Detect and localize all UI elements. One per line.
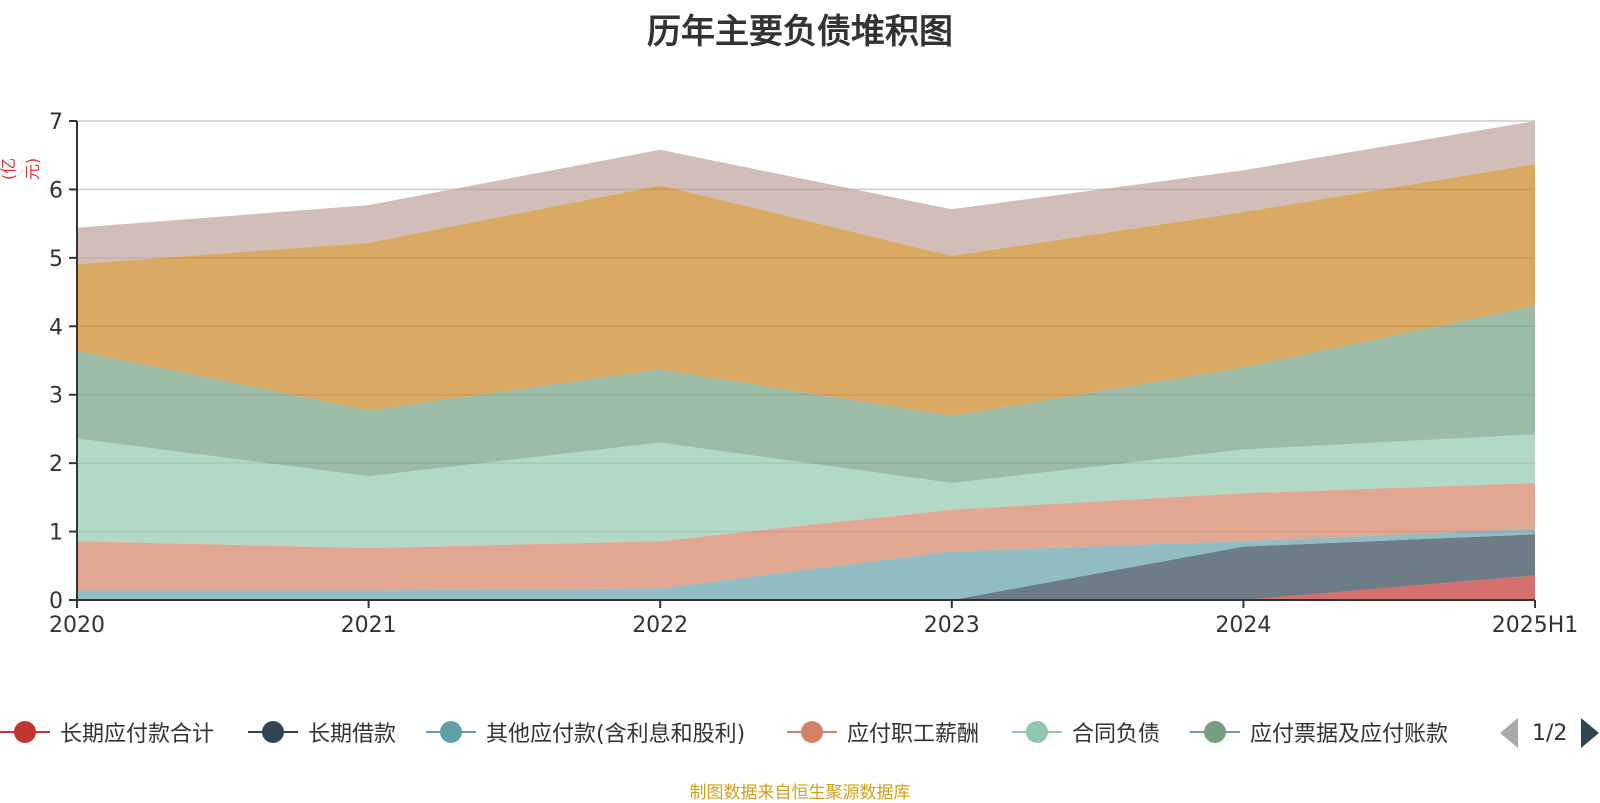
area-series-6[interactable] [77,164,1535,416]
legend-swatch [248,717,298,747]
x-tick-label: 2020 [49,613,105,638]
legend-page-indicator: 1/2 [1532,720,1568,746]
legend-item-contract-liabilities[interactable]: 合同负债 [1012,712,1160,752]
legend-swatch [1012,717,1062,747]
y-tick-label: 2 [49,452,63,477]
area-series-5[interactable] [77,305,1535,483]
legend-label: 长期应付款合计 [60,722,215,747]
x-tick-label: 2022 [632,613,688,638]
legend-label: 长期借款 [308,722,397,747]
y-tick-label: 0 [49,589,63,614]
x-tick-label: 2023 [924,613,980,638]
y-tick-label: 3 [49,384,63,409]
legend-item-payroll-payable[interactable]: 应付职工薪酬 [787,712,979,752]
data-source-note: 制图数据来自恒生聚源数据库 [689,783,911,803]
area-series-3[interactable] [77,482,1535,591]
legend-swatch [787,717,837,747]
area-series-7[interactable] [77,121,1535,265]
legend-swatch [1190,717,1240,747]
legend-label: 应付职工薪酬 [847,722,980,747]
area-series-4[interactable] [77,434,1535,548]
legend-item-notes-and-accounts-payable[interactable]: 应付票据及应付账款 [1190,712,1448,752]
x-tick-label: 2025H1 [1492,613,1579,638]
area-series-0[interactable] [77,575,1535,600]
legend-swatch [426,717,476,747]
legend-item-long-term-borrowings[interactable]: 长期借款 [248,712,396,752]
triangle-right-icon[interactable] [1581,718,1600,748]
y-tick-label: 1 [49,521,63,546]
legend-label: 应付票据及应付账款 [1250,722,1449,747]
legend-pager: 1/2 [1500,716,1600,750]
y-tick-label: 4 [49,315,63,340]
legend-item-long-term-payables[interactable]: 长期应付款合计 [0,712,214,752]
x-tick-label: 2024 [1215,613,1271,638]
legend-label: 合同负债 [1072,722,1161,747]
stacked-area-chart: 0 1 2 3 4 5 6 7 2020 2021 2022 2023 2024 2025H1 [49,110,1579,638]
y-tick-label: 7 [49,110,63,135]
legend: 长期应付款合计 长期借款 其他应付款(含利息和股利) 应付职工薪酬 合同负债 应… [0,712,1600,752]
area-series-2[interactable] [77,528,1535,600]
legend-label: 其他应付款(含利息和股利) [486,722,746,747]
legend-item-other-payables[interactable]: 其他应付款(含利息和股利) [426,712,745,752]
triangle-left-icon[interactable] [1500,718,1518,748]
legend-swatch [0,717,50,747]
area-series-1[interactable] [77,534,1535,600]
x-tick-label: 2021 [341,613,397,638]
y-tick-label: 5 [49,247,63,272]
y-tick-label: 6 [49,178,63,203]
chart-title: 历年主要负债堆积图 [647,12,953,52]
